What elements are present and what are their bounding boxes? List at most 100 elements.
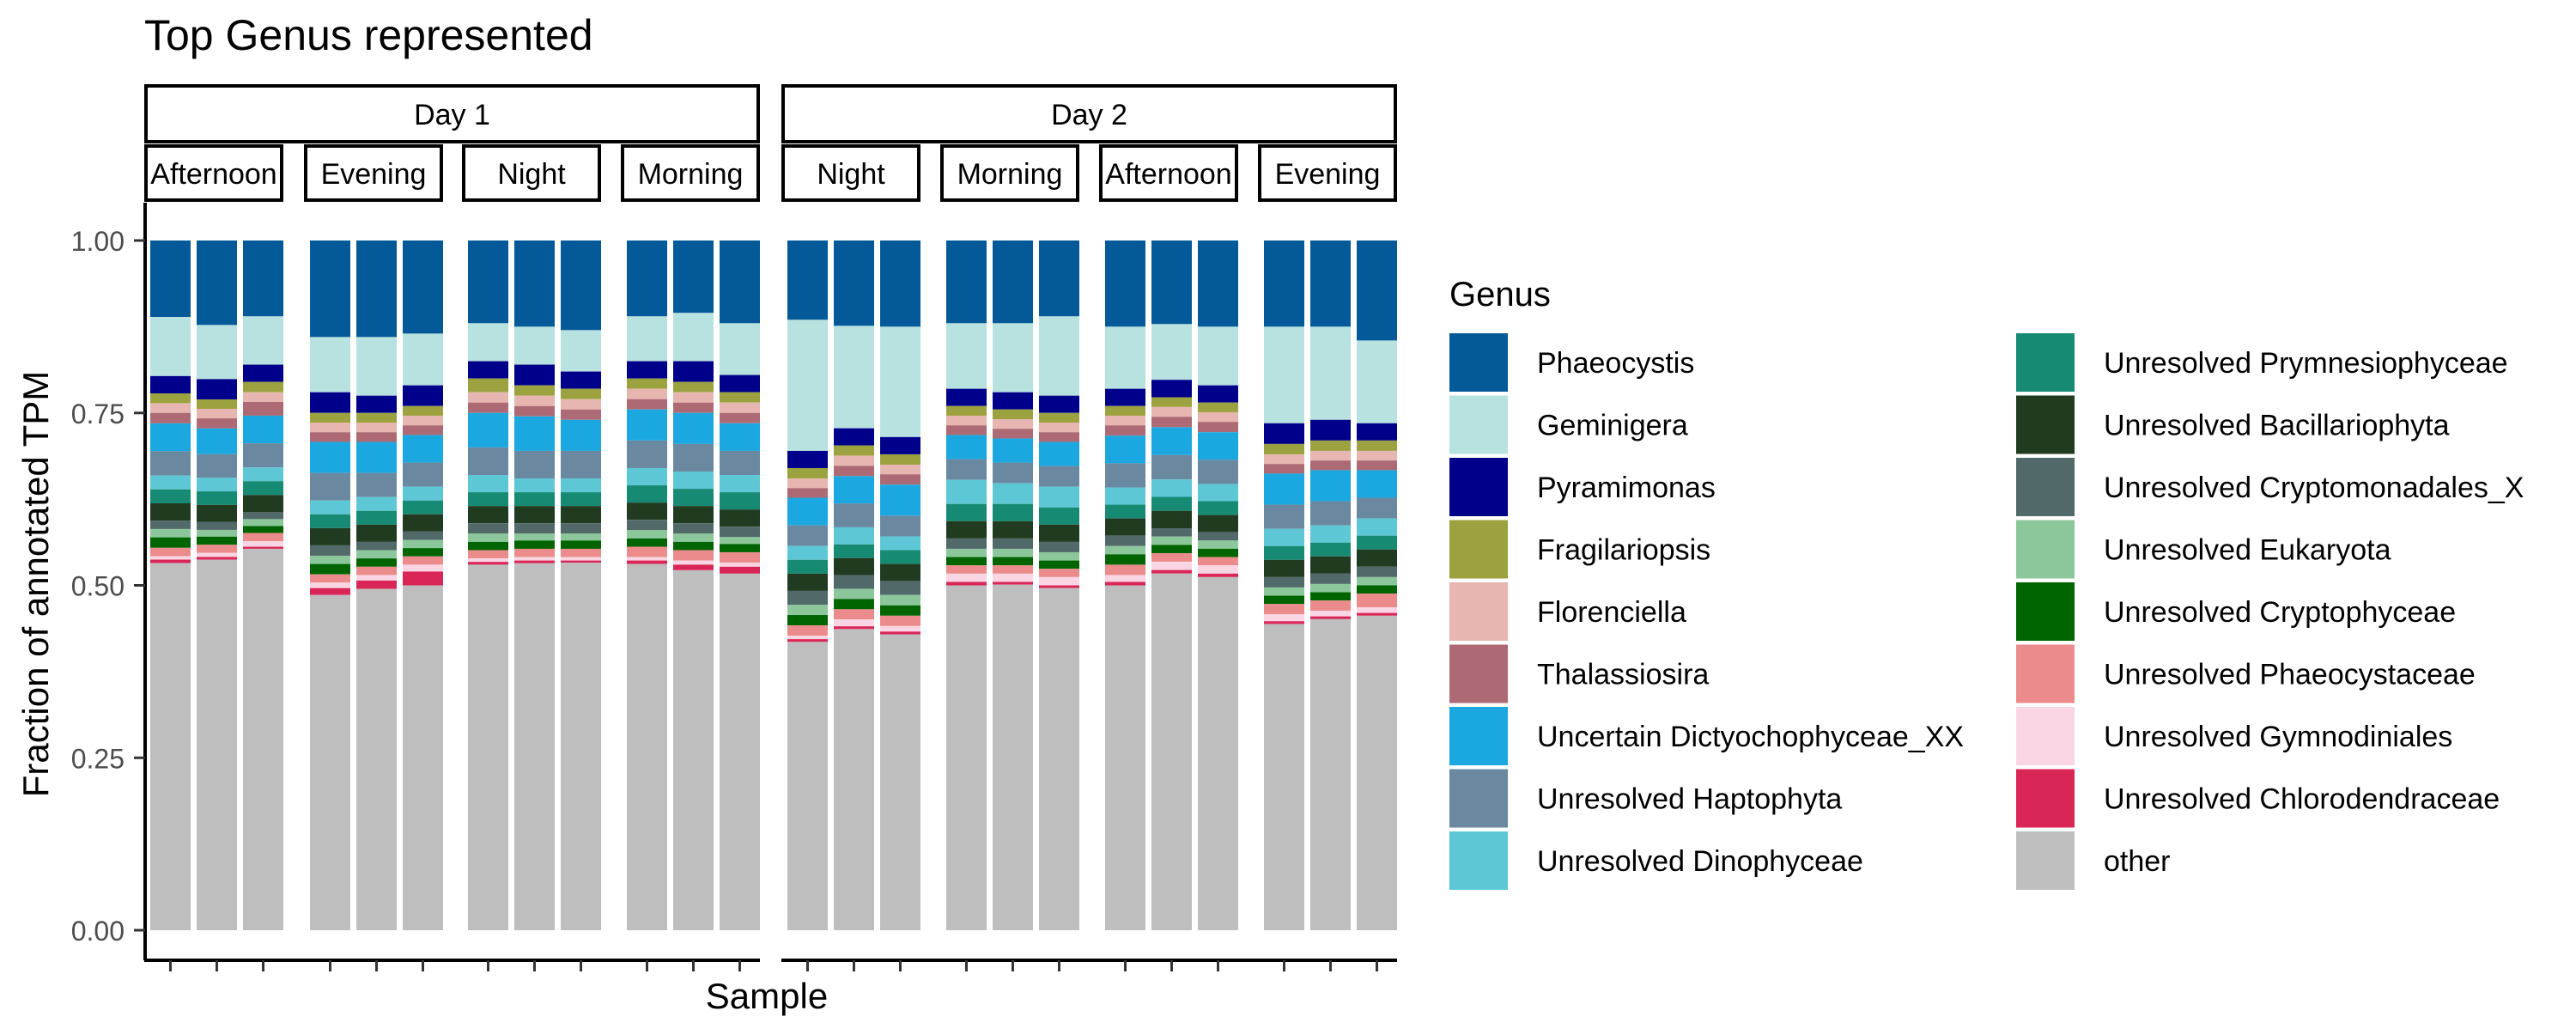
bar-segment: [720, 475, 760, 493]
bar-segment: [673, 506, 714, 524]
bar-segment: [310, 392, 350, 413]
facet-strip-time-label: Evening: [321, 158, 427, 191]
bar-segment: [514, 533, 555, 541]
bar-segment: [1105, 575, 1145, 582]
bar-segment: [197, 529, 237, 537]
legend-swatch: [1449, 395, 1508, 454]
bar-segment: [627, 378, 667, 389]
bar-segment: [787, 573, 828, 591]
bar-segment: [880, 594, 920, 606]
facet-strip-time-label: Evening: [1275, 158, 1381, 191]
bar-segment: [787, 467, 828, 479]
bar-segment: [514, 540, 555, 549]
bar-segment: [1198, 573, 1238, 577]
bar-segment: [787, 450, 828, 468]
bar-segment: [880, 634, 920, 930]
bar-segment: [880, 615, 920, 626]
bar-segment: [150, 375, 191, 394]
bar-segment: [1357, 440, 1397, 451]
bar-segment: [834, 544, 874, 558]
legend-label: Unresolved Dinophyceae: [1537, 845, 1863, 878]
bar-segment: [880, 605, 920, 616]
bar-segment: [243, 443, 283, 468]
bar-segment: [627, 240, 667, 317]
bar-segment: [1310, 542, 1351, 557]
bar-segment: [993, 323, 1033, 393]
bar-segment: [197, 428, 237, 454]
bar-segment: [1264, 576, 1304, 588]
bar-segment: [356, 524, 397, 542]
bar-segment: [150, 403, 191, 413]
bar-segment: [468, 378, 508, 393]
bar-segment: [561, 560, 601, 563]
bar-segment: [310, 594, 350, 930]
bar-segment: [1357, 497, 1397, 519]
bar-segment: [468, 533, 508, 542]
bar-segment: [946, 548, 987, 557]
bar-segment: [1310, 618, 1351, 930]
legend-label: other: [2104, 845, 2171, 878]
bar-segment: [946, 585, 987, 930]
bar-segment: [1039, 585, 1079, 588]
bar-segment: [1264, 587, 1304, 596]
facet-strip-time: [781, 144, 920, 202]
bar-segment: [1198, 576, 1238, 930]
bar-segment: [1310, 573, 1351, 584]
bar-segment: [1264, 604, 1304, 615]
bar-segment: [1039, 569, 1079, 577]
facet-strip-time: [621, 144, 760, 202]
bar-segment: [627, 520, 667, 531]
legend-swatch: [1449, 582, 1508, 641]
bar-segment: [310, 545, 350, 556]
bar-segment: [310, 514, 350, 528]
bar-segment: [403, 548, 443, 557]
bar-segment: [514, 563, 555, 930]
bar-segment: [627, 563, 667, 930]
bar-segment: [880, 550, 920, 564]
bar-segment: [197, 240, 237, 326]
bar-segment: [310, 563, 350, 575]
bar-segment: [561, 409, 601, 420]
bar-segment: [1198, 532, 1238, 541]
bar-segment: [720, 573, 760, 930]
facet-strip-time: [144, 144, 283, 202]
bar-segment: [403, 425, 443, 435]
bar-segment: [514, 560, 555, 563]
bar-segment: [1357, 340, 1397, 423]
bar-segment: [243, 381, 283, 393]
bar-segment: [673, 550, 714, 561]
bar-segment: [243, 415, 283, 444]
bar-segment: [1198, 326, 1238, 386]
bar-segment: [880, 625, 920, 632]
bar-segment: [1264, 595, 1304, 605]
bar-segment: [561, 563, 601, 930]
bar-segment: [834, 626, 874, 630]
bar-segment: [310, 240, 350, 338]
y-tick-label: 0.00: [71, 916, 125, 947]
bar-segment: [403, 556, 443, 565]
bar-segment: [673, 412, 714, 444]
legend-swatch: [2016, 520, 2075, 579]
bar-segment: [720, 509, 760, 527]
bar-segment: [468, 447, 508, 476]
bar-segment: [1357, 594, 1397, 608]
bar-segment: [834, 599, 874, 610]
bar-segment: [993, 581, 1033, 585]
y-tick-label: 1.00: [71, 226, 125, 257]
bar-segment: [1105, 535, 1145, 546]
legend-label: Phaeocystis: [1537, 347, 1694, 380]
bar-segment: [514, 405, 555, 417]
bar-segment: [1105, 564, 1145, 575]
legend-swatch: [1449, 707, 1508, 765]
bar-segment: [627, 316, 667, 362]
bar-segment: [1310, 440, 1351, 451]
bar-segment: [561, 478, 601, 493]
bar-segment: [468, 323, 508, 362]
bar-segment: [720, 374, 760, 393]
bar-segment: [1310, 556, 1351, 574]
bar-segment: [946, 425, 987, 435]
bar-segment: [150, 537, 191, 548]
bar-segment: [1264, 624, 1304, 930]
bar-segment: [197, 552, 237, 557]
